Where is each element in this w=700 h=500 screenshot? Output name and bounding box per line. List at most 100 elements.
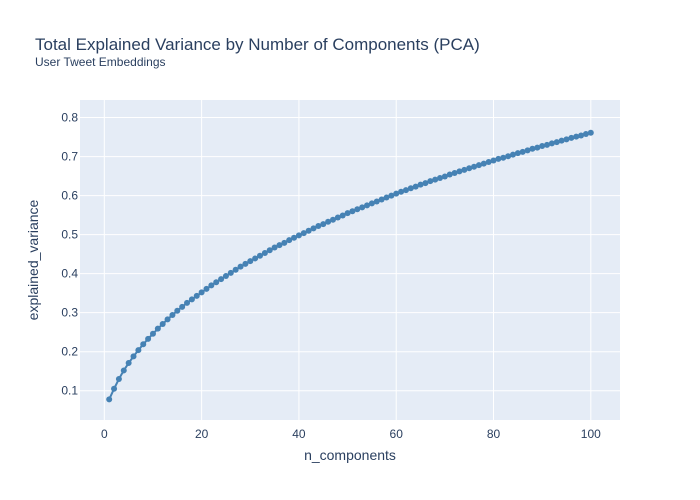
data-point[interactable] <box>257 252 263 259</box>
data-point[interactable] <box>417 181 424 188</box>
data-point[interactable] <box>334 214 341 221</box>
data-point[interactable] <box>373 198 380 205</box>
data-point[interactable] <box>130 353 137 360</box>
data-point[interactable] <box>188 296 195 303</box>
data-point[interactable] <box>120 367 127 374</box>
data-point[interactable] <box>485 159 492 166</box>
data-point[interactable] <box>281 239 288 246</box>
data-point[interactable] <box>553 139 560 146</box>
data-point[interactable] <box>159 321 166 327</box>
data-point[interactable] <box>480 160 487 167</box>
data-point[interactable] <box>169 312 176 319</box>
data-point[interactable] <box>227 269 234 276</box>
data-point[interactable] <box>305 227 312 234</box>
data-point[interactable] <box>451 169 458 176</box>
data-point[interactable] <box>393 190 400 197</box>
data-point[interactable] <box>587 129 594 136</box>
data-point[interactable] <box>398 188 405 195</box>
data-point[interactable] <box>310 225 317 232</box>
data-point[interactable] <box>412 183 419 190</box>
data-point[interactable] <box>349 208 356 215</box>
data-point[interactable] <box>271 244 278 251</box>
data-point[interactable] <box>505 153 512 160</box>
data-point[interactable] <box>407 185 414 192</box>
data-point[interactable] <box>437 175 443 182</box>
data-point[interactable] <box>125 360 132 367</box>
data-point[interactable] <box>237 263 244 270</box>
data-point[interactable] <box>154 325 161 332</box>
data-point[interactable] <box>325 218 332 225</box>
data-point[interactable] <box>276 242 283 249</box>
data-point[interactable] <box>495 155 502 162</box>
data-point[interactable] <box>359 204 366 211</box>
data-point[interactable] <box>329 216 336 223</box>
data-point[interactable] <box>198 289 205 296</box>
data-point[interactable] <box>490 157 497 164</box>
data-point[interactable] <box>179 303 186 310</box>
data-point[interactable] <box>339 212 346 219</box>
data-point[interactable] <box>514 150 521 157</box>
data-point[interactable] <box>111 385 118 392</box>
data-point[interactable] <box>252 255 259 262</box>
data-point[interactable] <box>402 187 409 194</box>
data-point[interactable] <box>266 247 273 254</box>
data-point[interactable] <box>106 396 113 403</box>
data-point[interactable] <box>344 210 351 217</box>
data-point[interactable] <box>115 376 122 383</box>
data-point[interactable] <box>320 221 327 228</box>
data-point[interactable] <box>378 196 385 203</box>
data-point[interactable] <box>558 137 565 144</box>
data-point[interactable] <box>291 234 298 241</box>
data-point[interactable] <box>573 133 580 140</box>
data-point[interactable] <box>466 165 473 172</box>
data-point[interactable] <box>578 132 585 139</box>
data-point[interactable] <box>475 162 482 169</box>
data-point[interactable] <box>539 143 546 150</box>
data-point[interactable] <box>529 145 536 152</box>
data-point[interactable] <box>461 166 468 173</box>
data-point[interactable] <box>509 151 516 158</box>
data-point[interactable] <box>203 285 210 292</box>
data-point[interactable] <box>193 292 200 299</box>
data-point[interactable] <box>135 347 142 354</box>
data-point[interactable] <box>247 258 254 265</box>
data-point[interactable] <box>315 223 322 230</box>
data-point[interactable] <box>456 168 463 175</box>
data-point[interactable] <box>208 282 215 289</box>
data-point[interactable] <box>354 206 361 213</box>
data-point[interactable] <box>300 230 307 237</box>
data-point[interactable] <box>563 136 570 143</box>
data-point[interactable] <box>218 276 225 283</box>
data-point[interactable] <box>184 299 191 306</box>
data-point[interactable] <box>242 260 249 267</box>
data-point[interactable] <box>140 341 147 348</box>
data-point[interactable] <box>174 307 181 314</box>
data-point[interactable] <box>422 180 429 187</box>
data-point[interactable] <box>524 147 531 154</box>
data-point[interactable] <box>364 202 371 209</box>
data-point[interactable] <box>544 141 551 148</box>
data-point[interactable] <box>568 134 575 141</box>
data-point[interactable] <box>471 163 478 170</box>
data-point[interactable] <box>519 148 526 155</box>
data-point[interactable] <box>232 266 239 273</box>
data-point[interactable] <box>441 173 448 180</box>
data-point[interactable] <box>145 335 152 342</box>
data-point[interactable] <box>500 154 507 161</box>
data-point[interactable] <box>164 316 171 323</box>
data-point[interactable] <box>548 140 555 147</box>
data-point[interactable] <box>149 330 156 337</box>
data-point[interactable] <box>286 237 293 244</box>
data-point[interactable] <box>534 144 541 151</box>
data-point[interactable] <box>582 130 589 137</box>
data-point[interactable] <box>213 279 220 286</box>
data-point[interactable] <box>432 176 439 183</box>
data-point[interactable] <box>261 249 268 256</box>
data-point[interactable] <box>222 273 229 279</box>
data-point[interactable] <box>446 171 453 178</box>
data-point[interactable] <box>383 194 390 201</box>
data-point[interactable] <box>427 178 434 185</box>
data-point[interactable] <box>368 200 375 207</box>
data-point[interactable] <box>388 192 395 199</box>
data-point[interactable] <box>295 232 302 239</box>
